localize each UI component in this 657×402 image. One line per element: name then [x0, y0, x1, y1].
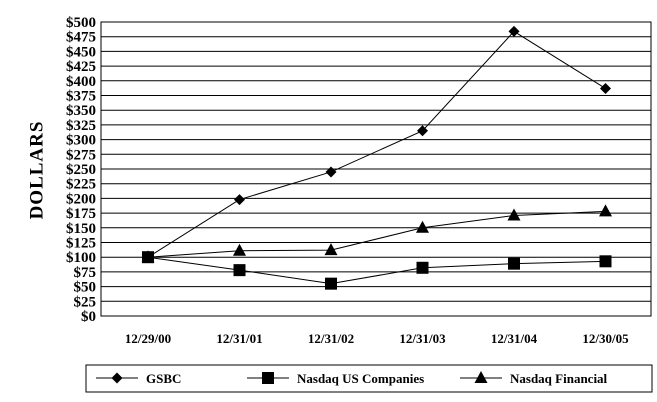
legend-item-nasdaq-financial: Nasdaq Financial — [460, 371, 608, 386]
x-axis: 12/29/00 12/31/01 12/31/02 12/31/03 12/31/04… — [125, 331, 629, 346]
data-point-nasdaq-financial — [324, 243, 338, 256]
data-point-gsbc — [234, 194, 245, 206]
legend-item-gsbc: GSBC — [96, 371, 181, 386]
x-tick-label: 12/31/04 — [491, 331, 538, 346]
y-tick-label: $175 — [66, 206, 96, 222]
y-tick-label: $300 — [66, 133, 96, 149]
data-point-nasdaq-financial — [416, 220, 429, 233]
y-tick-label: $475 — [66, 30, 96, 46]
legend-label: GSBC — [146, 371, 181, 386]
series-nasdaq-financial — [141, 204, 612, 263]
y-tick-label: $150 — [66, 221, 96, 237]
y-tick-label: $350 — [66, 103, 96, 119]
y-tick-label: $325 — [66, 118, 96, 134]
data-point-nasdaq-financial — [233, 243, 246, 256]
legend-item-nasdaq-us-companies: Nasdaq US Companies — [247, 371, 424, 386]
y-tick-label: $400 — [66, 74, 96, 90]
data-point-nasdaq-financial — [507, 208, 521, 221]
data-point-nasdaq-financial — [141, 250, 155, 263]
x-tick-label: 12/29/00 — [125, 331, 171, 346]
y-axis-label: DOLLARS — [26, 121, 47, 220]
legend-marker-diamond — [111, 372, 123, 384]
data-point-nasdaq-us-companies — [325, 277, 337, 290]
y-tick-label: $275 — [66, 147, 96, 163]
grid — [101, 21, 651, 317]
x-tick-label: 12/31/03 — [399, 331, 446, 346]
y-tick-label: $125 — [66, 236, 96, 252]
legend-items: GSBC Nasdaq US Companies Nasdaq Financial — [96, 371, 608, 386]
data-point-nasdaq-us-companies — [233, 264, 246, 277]
legend-label: Nasdaq Financial — [510, 371, 608, 386]
y-tick-label: $225 — [66, 177, 96, 193]
x-tick-label: 12/31/01 — [216, 331, 262, 346]
data-point-gsbc — [325, 166, 337, 178]
series-layer — [141, 25, 612, 290]
legend-label: Nasdaq US Companies — [297, 371, 424, 386]
data-point-nasdaq-us-companies — [508, 257, 520, 270]
series-line-nasdaq-financial — [147, 210, 606, 258]
x-tick-label: 12/30/05 — [582, 331, 629, 346]
plot-frame — [100, 21, 652, 317]
legend-marker-triangle — [474, 371, 488, 383]
y-tick-label: $375 — [66, 89, 96, 105]
y-tick-label: $75 — [74, 265, 97, 281]
data-point-nasdaq-financial — [599, 204, 612, 217]
legend-marker-square — [262, 372, 274, 384]
series-line-nasdaq-us-companies — [147, 256, 606, 285]
y-axis: $0$25$50$75$100$125$150$175$200$225$250$… — [66, 15, 96, 325]
y-tick-label: $450 — [66, 44, 96, 60]
y-tick-label: $25 — [74, 294, 97, 310]
y-tick-label: $50 — [74, 280, 97, 296]
series-line-gsbc — [147, 30, 606, 258]
series-gsbc — [142, 25, 611, 263]
y-tick-label: $250 — [66, 162, 96, 178]
data-point-gsbc — [417, 125, 428, 137]
data-point-gsbc — [508, 25, 520, 37]
legend — [85, 364, 653, 393]
y-tick-label: $100 — [66, 250, 96, 266]
data-point-nasdaq-us-companies — [599, 255, 612, 268]
y-tick-label: $500 — [66, 15, 96, 31]
data-point-gsbc — [600, 82, 611, 94]
y-tick-label: $425 — [66, 59, 96, 75]
data-point-nasdaq-us-companies — [416, 261, 429, 274]
y-tick-label: $0 — [81, 309, 96, 325]
x-tick-label: 12/31/02 — [308, 331, 354, 346]
y-tick-label: $200 — [66, 191, 96, 207]
